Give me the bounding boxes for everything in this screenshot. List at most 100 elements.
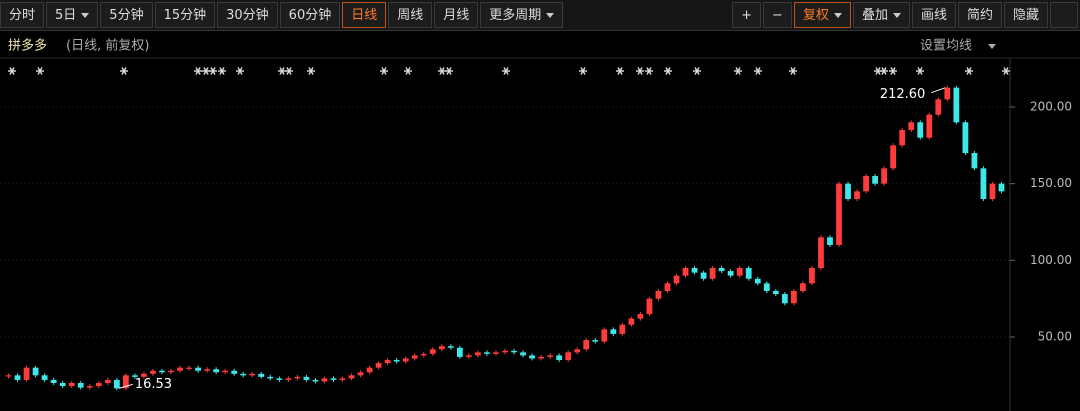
toolbar-button[interactable]: 5日 [46, 2, 99, 28]
toolbar-button[interactable]: 分时 [0, 2, 45, 28]
candle [935, 99, 942, 115]
candle [141, 373, 147, 377]
candle [285, 378, 292, 380]
candle [836, 183, 842, 245]
candle [5, 375, 12, 377]
candle [556, 355, 563, 360]
candle [493, 352, 499, 354]
candle [150, 370, 156, 374]
candle [637, 314, 644, 319]
high-label: 212.60 [880, 87, 926, 102]
candle [763, 283, 770, 291]
event-marker [219, 67, 225, 75]
candle [745, 268, 752, 279]
candle [953, 87, 960, 123]
y-tick-label: 100.00 [1030, 253, 1072, 267]
candle [122, 375, 129, 389]
toolbar-button[interactable]: 5分钟 [100, 2, 153, 28]
chart-title: 拼多多 [8, 38, 47, 54]
candle [529, 355, 535, 359]
candle [736, 268, 743, 276]
candle [95, 383, 102, 387]
toolbar-button[interactable]: 画线 [911, 2, 956, 28]
event-marker [308, 67, 314, 75]
candle [601, 329, 608, 342]
event-marker [405, 67, 411, 75]
toolbar-button[interactable]: 60分钟 [279, 2, 341, 28]
event-marker [1003, 67, 1009, 75]
candle [727, 271, 734, 276]
candle [204, 369, 210, 371]
candle [303, 376, 310, 380]
event-marker [446, 67, 452, 75]
event-marker [37, 67, 43, 75]
toolbar-button[interactable]: 叠加 [852, 2, 910, 28]
event-marker [286, 67, 292, 75]
toolbar-button[interactable]: 复权 [793, 2, 851, 28]
candle [113, 379, 120, 389]
candle [709, 268, 716, 279]
candle [366, 367, 373, 373]
toolbar-button[interactable]: 周线 [388, 2, 433, 28]
event-marker [121, 67, 127, 75]
candle [222, 370, 229, 373]
toolbar-button[interactable]: − [763, 2, 792, 28]
candle [944, 87, 951, 100]
event-marker [917, 67, 923, 75]
candle [456, 347, 463, 357]
event-marker [279, 67, 285, 75]
candle [691, 268, 698, 273]
toolbar-button[interactable]: 简约 [957, 2, 1002, 28]
candle [962, 122, 969, 153]
candle [926, 114, 933, 138]
candle [32, 367, 39, 376]
event-marker [237, 67, 243, 75]
candle [818, 237, 824, 268]
candle [249, 373, 256, 376]
candle [908, 122, 915, 130]
dropdown-icon[interactable] [988, 44, 996, 49]
event-marker [790, 67, 796, 75]
candle [41, 375, 48, 380]
candle [863, 176, 869, 192]
candle [845, 183, 851, 199]
candle [438, 346, 445, 350]
candle [664, 283, 671, 291]
candle [682, 268, 689, 276]
candle [890, 145, 897, 169]
candle [330, 378, 337, 380]
candle [790, 291, 797, 304]
candle [917, 122, 924, 138]
toolbar: 分时 5日 5分钟 15分钟 30分钟 60分钟 日线 周线 月线 更多周期 + − 复权 叠加 画线 简约隐… [0, 0, 1080, 31]
candle [86, 386, 93, 388]
toolbar-button[interactable]: 30分钟 [217, 2, 278, 28]
candle [357, 372, 364, 376]
candle [267, 376, 274, 379]
candle [673, 275, 680, 284]
candle [520, 352, 526, 356]
candle [429, 349, 436, 354]
toolbar-button[interactable]: 更多周期 [480, 2, 564, 28]
candle [168, 370, 174, 373]
event-marker [890, 67, 896, 75]
event-marker [439, 67, 445, 75]
settings-label[interactable]: 设置均线 [920, 39, 972, 54]
candle [971, 153, 978, 169]
candle [258, 373, 265, 377]
toolbar-button[interactable]: + [732, 2, 762, 28]
candle [502, 350, 508, 353]
toolbar-button[interactable]: 15分钟 [154, 2, 216, 28]
candle [610, 329, 617, 334]
candle [989, 183, 996, 199]
candle [547, 355, 554, 357]
fullscreen-button[interactable] [1050, 2, 1078, 28]
low-label: 16.53 [135, 377, 172, 392]
candle [628, 318, 635, 325]
event-marker [381, 67, 387, 75]
toolbar-button[interactable]: 隐藏 [1003, 2, 1048, 28]
candle [484, 352, 490, 354]
candle [68, 383, 75, 387]
toolbar-button[interactable]: 日线 [342, 2, 387, 28]
toolbar-button[interactable]: 月线 [434, 2, 479, 28]
candle [375, 363, 382, 368]
